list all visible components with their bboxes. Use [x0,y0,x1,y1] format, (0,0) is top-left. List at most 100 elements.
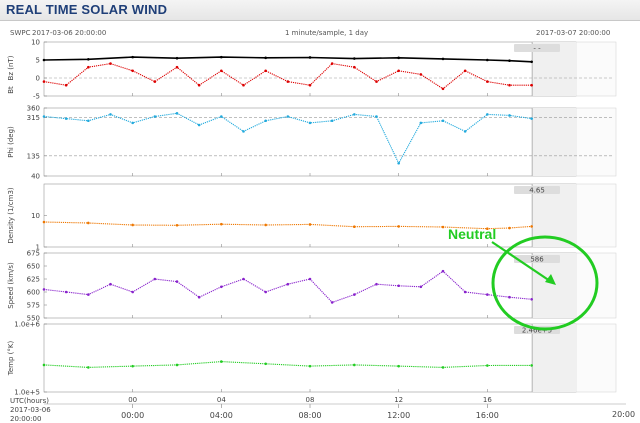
data-point-speed [308,277,312,281]
panel-gutter [575,107,617,177]
cadence-label: 1 minute/sample, 1 day [285,29,368,37]
data-point-temp [220,360,223,363]
data-point-bt [220,55,223,59]
data-point-phi [508,114,511,117]
panel-gutter [575,41,617,97]
data-point-bz [375,80,378,83]
data-point-speed [530,297,533,301]
end-datetime: 2017-03-07 20:00:00 [536,29,610,37]
data-point-phi [419,121,423,125]
data-point-bz [242,83,245,87]
data-point-temp [264,362,267,366]
x-tick-label: 04 [217,396,226,404]
data-point-speed [87,293,90,296]
data-point-speed [42,288,46,291]
data-point-density [220,222,223,226]
data-point-phi [197,123,201,127]
y-tick-label: 600 [27,289,40,297]
data-point-density [175,223,179,227]
y-tick-label: 575 [27,302,40,310]
bottom-start-date: 2017-03-06 [10,406,51,414]
y-tick-label: 625 [27,276,40,284]
neutral-annotation: Neutral [448,226,496,242]
panel-frame [43,107,577,177]
data-point-bt [42,58,46,62]
page-title: REAL TIME SOLAR WIND [6,2,168,17]
data-point-density [397,225,400,228]
data-point-speed [175,280,179,283]
data-point-phi [264,119,267,123]
data-point-bz [397,69,400,73]
data-point-bz [353,65,356,69]
annotation-arrow-shaft [491,241,551,282]
data-point-phi [375,115,378,118]
panel-den: 4.65 10 1 Density (1/cm3) [7,183,617,252]
data-point-bt [508,59,511,63]
data-point-temp [486,364,489,367]
data-point-bz [486,80,489,83]
y-axis-label: Density (1/cm3) [7,187,15,244]
data-point-bt [264,56,267,60]
panel-mag: - - 10 5 0 -5 Bt Bz (nT) [7,39,617,101]
data-point-speed [508,295,511,299]
cursor-shade [532,253,576,318]
data-point-bt [353,57,356,60]
data-point-bz [530,83,533,87]
data-point-temp [530,364,533,367]
data-point-density [486,227,489,231]
data-point-phi [286,115,290,118]
data-point-density [308,223,312,226]
data-point-bz [87,65,90,69]
bottom-end-time: 20:00 [612,410,635,419]
panel-tmp: 2.46e+5 1.0e+6 1.0e+5 Temp (°K) [7,321,617,397]
data-point-bt [397,56,400,60]
data-point-phi [353,113,356,116]
data-point-speed [375,282,378,286]
data-point-phi [463,130,467,133]
y-axis-label: Speed (km/s) [7,262,15,309]
data-point-phi [308,121,312,125]
data-point-bz [508,83,511,87]
y-tick-label: 360 [27,105,40,113]
x-tick-label-hhmm: 16:00 [476,411,499,420]
data-point-speed [109,282,112,286]
y-tick-label: 550 [27,315,40,323]
y-tick-label: 10 [31,212,40,220]
data-point-density [353,225,356,229]
data-point-phi [64,117,68,120]
data-point-bz [308,83,312,87]
start-datetime: 2017-03-06 20:00:00 [32,29,106,37]
y-axis-label: Bt [7,86,15,94]
data-point-density [87,221,90,225]
data-point-phi [153,115,157,118]
title-bar: REAL TIME SOLAR WIND [0,0,640,21]
data-point-speed [330,301,334,304]
data-point-speed [397,284,400,288]
data-point-temp [175,363,179,367]
annotation-arrow-head [545,274,556,285]
panel-frame [43,41,577,97]
data-point-phi [397,161,400,165]
data-point-bt [530,60,533,64]
y-tick-label: 5 [36,57,40,65]
data-point-bt [87,57,90,61]
x-tick-label-hhmm: 00:00 [121,411,144,420]
data-point-density [508,226,511,230]
y-tick-label: 10 [31,39,40,47]
y-tick-label: 1 [36,244,40,252]
data-point-speed [220,285,223,289]
panel-frame [43,323,577,393]
data-point-bz [131,69,134,73]
data-point-temp [42,363,46,367]
data-point-phi [87,119,90,123]
data-point-bz [463,69,467,73]
data-point-phi [42,115,46,118]
y-axis-label: Temp (°K) [7,341,15,377]
highlight-ellipse [491,235,599,331]
y-tick-label: -5 [33,93,40,101]
bottom-start-time: 20:00:00 [10,415,41,423]
data-point-temp [397,364,400,368]
